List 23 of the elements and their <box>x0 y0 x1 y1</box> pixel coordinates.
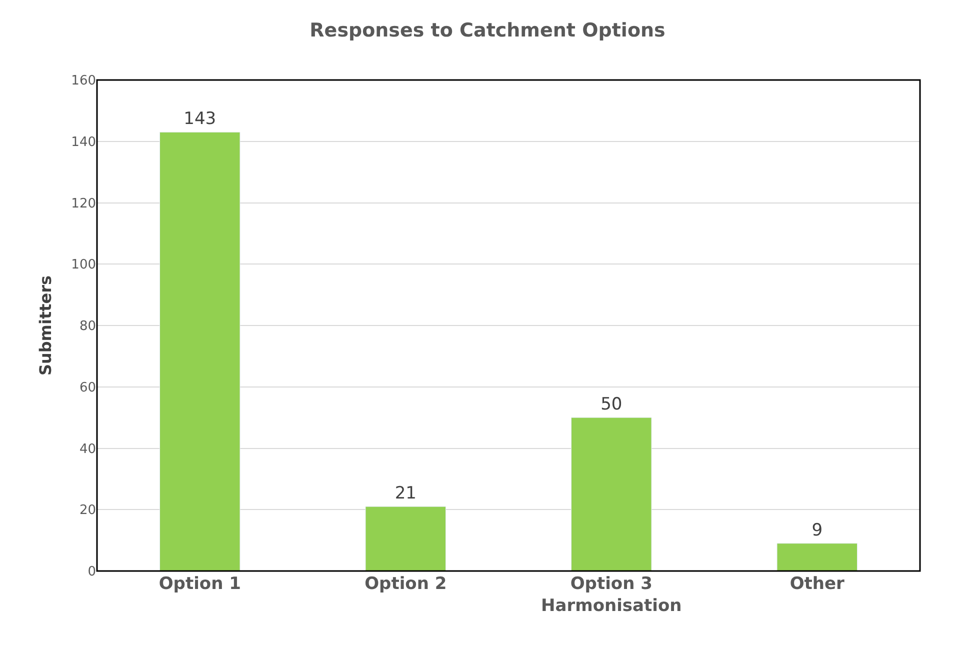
y-tick-label: 80 <box>79 319 96 334</box>
y-tick-label: 60 <box>79 380 96 396</box>
y-axis-title: Submitters <box>36 275 56 376</box>
bar <box>160 132 240 571</box>
data-label: 9 <box>812 520 823 540</box>
y-tick-label: 120 <box>71 196 96 212</box>
x-tick-label: Other <box>790 574 846 594</box>
data-label: 50 <box>600 394 622 415</box>
data-label: 21 <box>394 484 416 504</box>
data-label: 143 <box>184 109 216 130</box>
bar <box>776 543 858 571</box>
x-tick-label: Option 3 Harmonisation <box>541 574 682 616</box>
bar <box>365 506 446 571</box>
x-tick-label: Option 1 <box>158 574 241 594</box>
y-tick-label: 0 <box>88 564 96 580</box>
x-tick-label: Option 2 <box>364 574 447 594</box>
y-tick-label: 20 <box>79 503 96 518</box>
y-tick-label: 100 <box>71 258 96 273</box>
bar <box>571 417 652 571</box>
chart-title: Responses to Catchment Options <box>310 20 666 42</box>
y-tick-label: 40 <box>79 442 96 457</box>
y-tick-label: 140 <box>71 134 96 150</box>
y-tick-label: 160 <box>71 74 96 89</box>
